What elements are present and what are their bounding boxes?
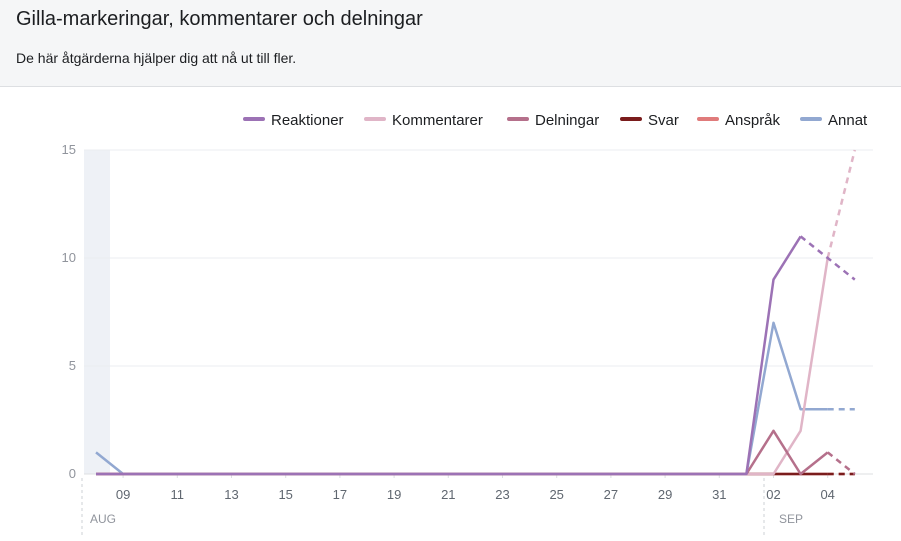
y-tick-label: 10 xyxy=(62,250,76,265)
x-tick-label: 21 xyxy=(441,487,455,502)
series-line-annat xyxy=(95,321,828,476)
x-tick-label: 15 xyxy=(278,487,292,502)
section-subtitle: De här åtgärderna hjälper dig att nå ut … xyxy=(16,50,297,66)
legend-item-label[interactable]: Anspråk xyxy=(725,112,781,129)
legend-item-label[interactable]: Svar xyxy=(648,112,679,129)
legend-item-label[interactable]: Annat xyxy=(828,112,868,129)
x-tick-label: 27 xyxy=(604,487,618,502)
month-label: AUG xyxy=(90,512,116,526)
x-tick-label: 13 xyxy=(224,487,238,502)
legend-item-label[interactable]: Reaktioner xyxy=(271,112,344,129)
legend-item-label[interactable]: Kommentarer xyxy=(392,112,483,129)
x-tick-label: 02 xyxy=(766,487,780,502)
x-tick-label: 09 xyxy=(116,487,130,502)
month-label: SEP xyxy=(779,512,803,526)
series-line-delningar xyxy=(96,429,829,476)
highlight-band xyxy=(84,150,110,474)
x-tick-label: 31 xyxy=(712,487,726,502)
series-line-partial-delningar xyxy=(826,451,856,475)
x-tick-label: 17 xyxy=(333,487,347,502)
x-tick-label: 23 xyxy=(495,487,509,502)
x-tick-label: 04 xyxy=(820,487,834,502)
y-tick-label: 15 xyxy=(62,142,76,157)
series-line-partial-kommentarer xyxy=(826,149,857,259)
x-tick-label: 25 xyxy=(549,487,563,502)
chart-area: 0 5 10 15 09 11 13 15 17 19 21 23 25 27 29 31 02 04 AUG SEP… xyxy=(0,87,901,536)
series-line-reaktioner xyxy=(96,235,802,476)
section-title: Gilla-markeringar, kommentarer och delni… xyxy=(16,8,423,30)
y-tick-label: 5 xyxy=(69,358,76,373)
x-tick-label: 19 xyxy=(387,487,401,502)
engagement-line-chart: 0 5 10 15 09 11 13 15 17 19 21 23 25 27 29 31 02 04 AUG SEP… xyxy=(62,112,873,536)
section-header: Gilla-markeringar, kommentarer och delni… xyxy=(0,0,901,87)
y-tick-label: 0 xyxy=(69,466,76,481)
x-tick-label: 29 xyxy=(658,487,672,502)
legend-item-label[interactable]: Delningar xyxy=(535,112,599,129)
x-tick-label: 11 xyxy=(171,487,185,502)
series-line-partial-reaktioner xyxy=(799,235,856,281)
